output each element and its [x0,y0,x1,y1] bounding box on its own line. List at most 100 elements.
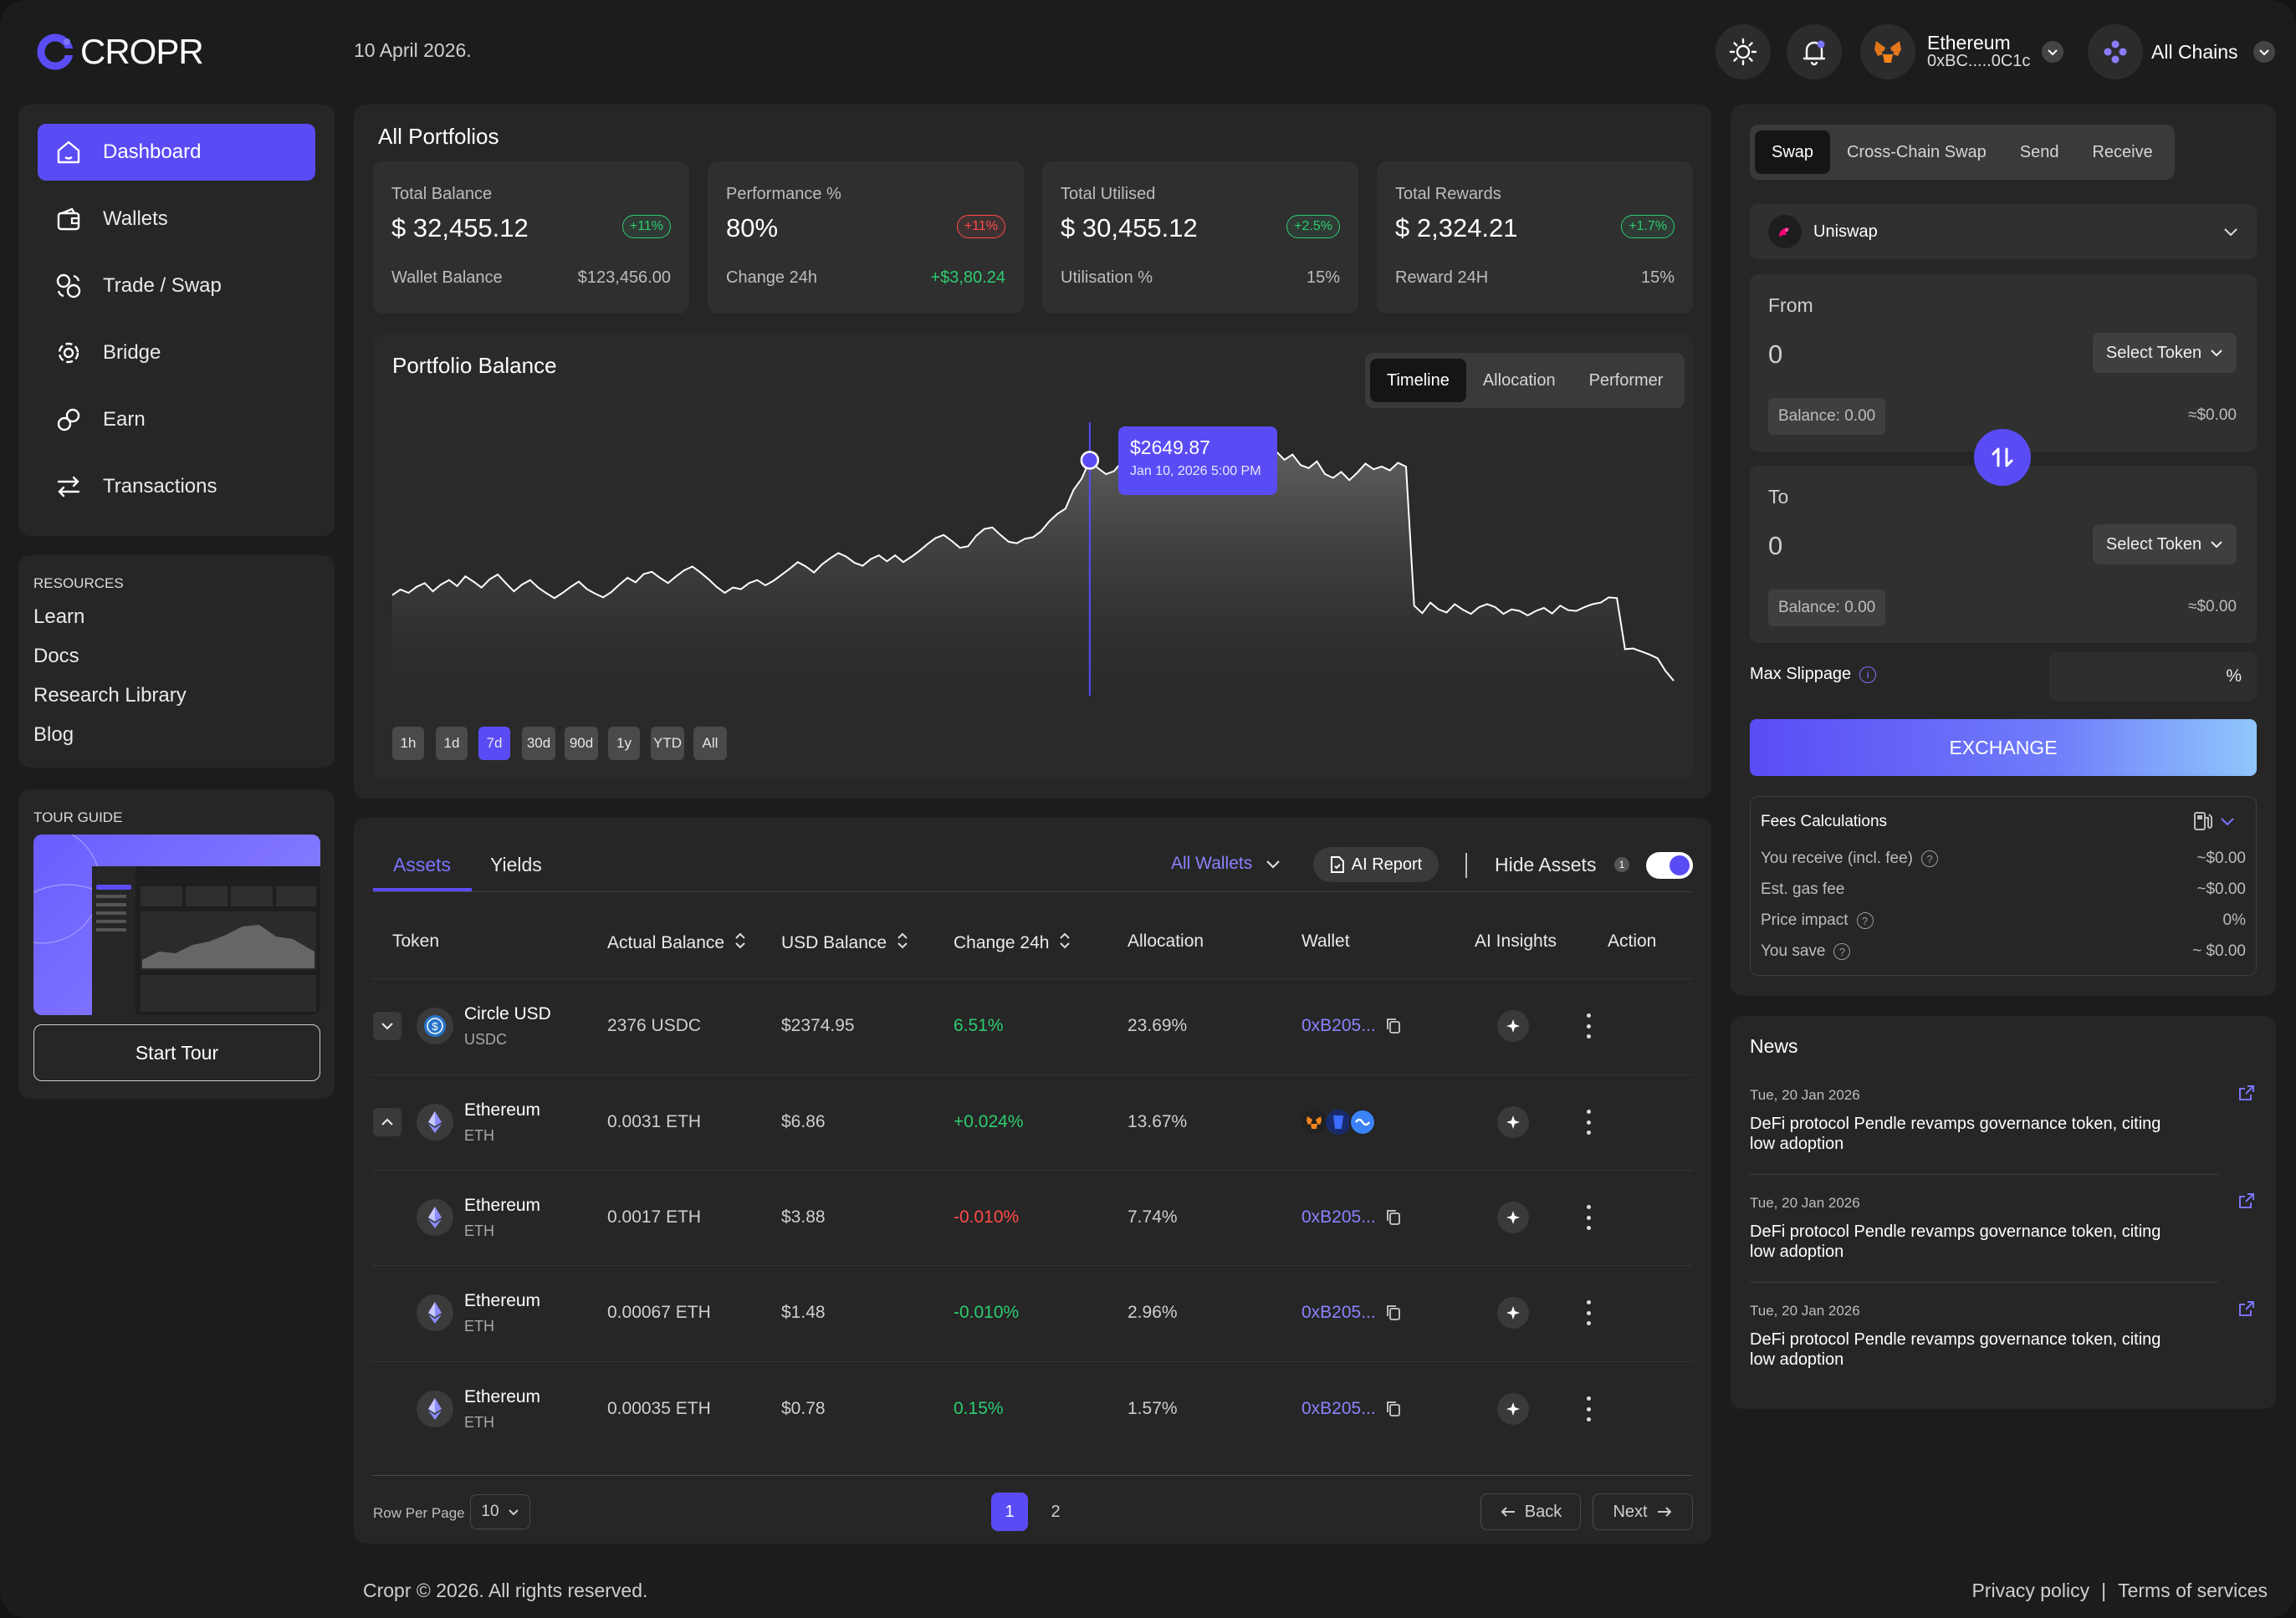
to-amount-input[interactable]: 0 [1768,531,1783,560]
from-select-token-button[interactable]: Select Token [2093,333,2237,373]
more-actions-icon[interactable] [1584,1300,1593,1325]
fees-toggle[interactable] [2191,809,2235,833]
swap-direction-button[interactable] [1974,429,2031,486]
exchange-button[interactable]: EXCHANGE [1750,719,2257,776]
external-link-icon[interactable] [2237,1084,2256,1102]
privacy-policy-link[interactable]: Privacy policy [1971,1580,2090,1601]
external-link-icon[interactable] [2237,1299,2256,1318]
tab-performer[interactable]: Performer [1588,370,1664,390]
chains-selector[interactable]: All Chains [2088,24,2275,79]
back-label: Back [1524,1502,1562,1521]
wallet-address-link[interactable]: 0xB205... [1301,1303,1376,1322]
terms-link[interactable]: Terms of services [2118,1580,2268,1601]
ai-insights-button[interactable] [1497,1393,1529,1425]
ai-insights-button[interactable] [1497,1106,1529,1138]
range-all[interactable]: All [693,727,727,760]
swap-icon [54,272,83,300]
col-usd-balance[interactable]: USD Balance [781,931,908,955]
ai-insights-button[interactable] [1497,1010,1529,1042]
table-row[interactable] [373,978,1693,1074]
sidebar-item-label: Wallets [103,207,168,230]
table-row[interactable] [373,1265,1693,1360]
from-amount-input[interactable]: 0 [1768,339,1783,369]
token-symbol: ETH [464,1318,494,1335]
slippage-input[interactable]: % [2049,652,2257,701]
more-actions-icon[interactable] [1584,1013,1593,1039]
resource-link-docs[interactable]: Docs [33,645,79,667]
tab-cross-chain-swap[interactable]: Cross-Chain Swap [1847,142,1987,161]
network-selector[interactable]: Ethereum 0xBC.....0C1c [1860,24,2064,79]
start-tour-button[interactable]: Start Tour [33,1024,320,1081]
table-row[interactable] [373,1170,1693,1265]
tab-assets[interactable]: Assets [393,854,452,875]
range-7d[interactable]: 7d [478,727,510,760]
sidebar-item-label: Transactions [103,475,217,498]
collapse-row-button[interactable] [373,1108,401,1136]
resource-link-learn[interactable]: Learn [33,605,85,628]
page-1-button[interactable]: 1 [991,1493,1028,1531]
wallet-filter-dropdown[interactable]: All Wallets [1171,854,1281,874]
sidebar-item-earn[interactable]: Earn [38,391,315,448]
table-row[interactable] [373,1361,1693,1457]
sidebar-item-dashboard[interactable]: Dashboard [38,124,315,181]
copy-icon[interactable] [1385,1400,1402,1418]
dex-selector[interactable]: Uniswap [1750,204,2257,259]
range-1d[interactable]: 1d [436,727,468,760]
news-headline[interactable]: DeFi protocol Pendle revamps governance … [1750,1330,2161,1369]
expand-row-button[interactable] [373,1012,401,1040]
range-ytd[interactable]: YTD [651,727,684,760]
to-select-token-button[interactable]: Select Token [2093,524,2237,564]
resource-link-research[interactable]: Research Library [33,684,187,707]
sidebar-item-label: Bridge [103,341,161,364]
news-headline[interactable]: DeFi protocol Pendle revamps governance … [1750,1222,2161,1261]
copy-icon[interactable] [1385,1017,1402,1035]
brand-logo[interactable]: CROPR [35,28,204,75]
table-row[interactable] [373,1074,1693,1170]
back-button[interactable]: Back [1480,1493,1581,1530]
copy-icon[interactable] [1385,1304,1402,1322]
wallet-address-link[interactable]: 0xB205... [1301,1207,1376,1227]
range-90d[interactable]: 90d [565,727,598,760]
ai-insights-button[interactable] [1497,1202,1529,1233]
chevron-down-icon [2211,541,2222,549]
tab-timeline[interactable]: Timeline [1370,359,1466,402]
resource-link-blog[interactable]: Blog [33,723,74,746]
theme-toggle-button[interactable] [1716,24,1771,79]
rows-per-page-select[interactable]: 10 [470,1494,530,1529]
range-1y[interactable]: 1y [608,727,640,760]
ai-report-button[interactable]: AI Report [1313,847,1439,882]
ai-insights-button[interactable] [1497,1297,1529,1329]
sidebar-item-bridge[interactable]: Bridge [38,324,315,381]
more-actions-icon[interactable] [1584,1110,1593,1135]
wallet-address-link[interactable]: 0xB205... [1301,1016,1376,1035]
copy-icon[interactable] [1385,1208,1402,1227]
hide-assets-toggle[interactable] [1646,852,1693,879]
range-1h[interactable]: 1h [392,727,424,760]
select-token-label: Select Token [2105,534,2202,554]
tab-receive[interactable]: Receive [2092,142,2153,161]
external-link-icon[interactable] [2237,1192,2256,1210]
tab-swap[interactable]: Swap [1755,130,1831,174]
tour-guide-title: TOUR GUIDE [33,809,123,825]
token-name: Ethereum [464,1100,541,1120]
next-button[interactable]: Next [1593,1493,1693,1530]
wallet-address-link[interactable]: 0xB205... [1301,1399,1376,1418]
col-actual-balance[interactable]: Actual Balance [607,931,746,955]
more-actions-icon[interactable] [1584,1396,1593,1421]
sidebar-item-wallets[interactable]: Wallets [38,191,315,248]
range-30d[interactable]: 30d [522,727,555,760]
news-headline[interactable]: DeFi protocol Pendle revamps governance … [1750,1115,2161,1153]
cropr-logo-icon [37,33,75,70]
wallet-icons-group[interactable] [1300,1108,1380,1136]
tab-allocation[interactable]: Allocation [1482,370,1556,390]
notifications-button[interactable] [1787,24,1842,79]
sidebar-item-trade-swap[interactable]: Trade / Swap [38,258,315,314]
news-date: Tue, 20 Jan 2026 [1750,1303,1860,1319]
page-2-button[interactable]: 2 [1051,1502,1061,1521]
tab-send[interactable]: Send [2019,142,2059,161]
col-change-24h[interactable]: Change 24h [954,931,1071,955]
more-actions-icon[interactable] [1584,1205,1593,1230]
tab-yields[interactable]: Yields [490,854,542,875]
sidebar-item-transactions[interactable]: Transactions [38,458,315,515]
